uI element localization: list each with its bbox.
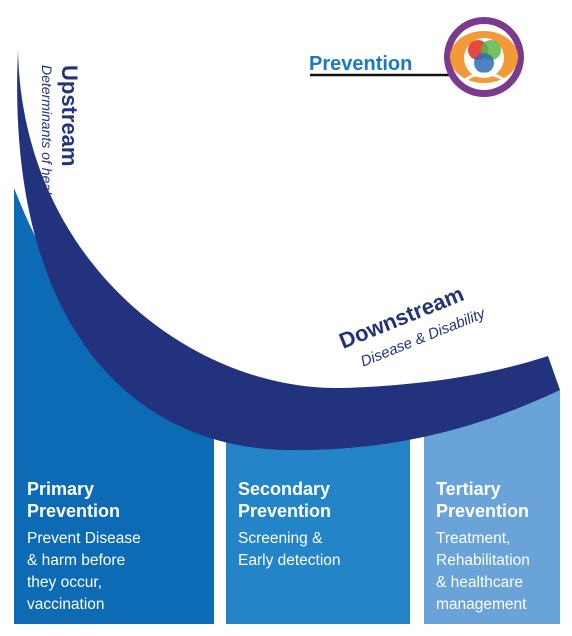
tertiary-prevention-text: Tertiary Prevention Treatment, Rehabilit… <box>436 479 530 613</box>
prevention-logo-text: Prevention <box>309 53 412 75</box>
tertiary-title-line-1: Tertiary <box>436 479 501 499</box>
primary-title-line-2: Prevention <box>27 501 120 521</box>
secondary-body-line-2: Early detection <box>238 552 341 569</box>
tertiary-body-line-3: & healthcare <box>436 574 523 591</box>
secondary-prevention-text: Secondary Prevention Screening & Early d… <box>238 479 341 569</box>
downstream-label-group: Downstream Disease & Disability <box>336 281 489 370</box>
primary-body-line-2: & harm before <box>27 552 125 569</box>
primary-body-line-4: vaccination <box>27 596 105 613</box>
tertiary-prevention-panel <box>424 390 560 624</box>
secondary-panel-shape <box>226 438 410 624</box>
secondary-prevention-panel <box>226 438 410 624</box>
primary-prevention-text: Primary Prevention Prevent Disease & har… <box>27 479 141 613</box>
upstream-subtitle: Determinants of health <box>39 65 55 206</box>
tertiary-title-line-2: Prevention <box>436 501 529 521</box>
logo-swoosh-icon <box>464 72 505 82</box>
tertiary-panel-shape <box>424 390 560 624</box>
upstream-title: Upstream <box>57 65 82 166</box>
upstream-label-group: Upstream Determinants of health <box>39 65 82 206</box>
secondary-body-line-1: Screening & <box>238 530 323 547</box>
logo-blue-circle-icon <box>474 53 494 73</box>
primary-body-line-3: they occur, <box>27 574 102 591</box>
tertiary-body-line-2: Rehabilitation <box>436 552 530 569</box>
primary-title-line-1: Primary <box>27 479 94 499</box>
tertiary-body-line-1: Treatment, <box>436 530 510 547</box>
primary-body-line-1: Prevent Disease <box>27 530 141 547</box>
prevention-logo: Prevention <box>309 17 524 97</box>
secondary-title-line-2: Prevention <box>238 501 331 521</box>
tertiary-body-line-4: management <box>436 596 527 613</box>
upstream-downstream-arc <box>17 50 560 451</box>
secondary-title-line-1: Secondary <box>238 479 330 499</box>
